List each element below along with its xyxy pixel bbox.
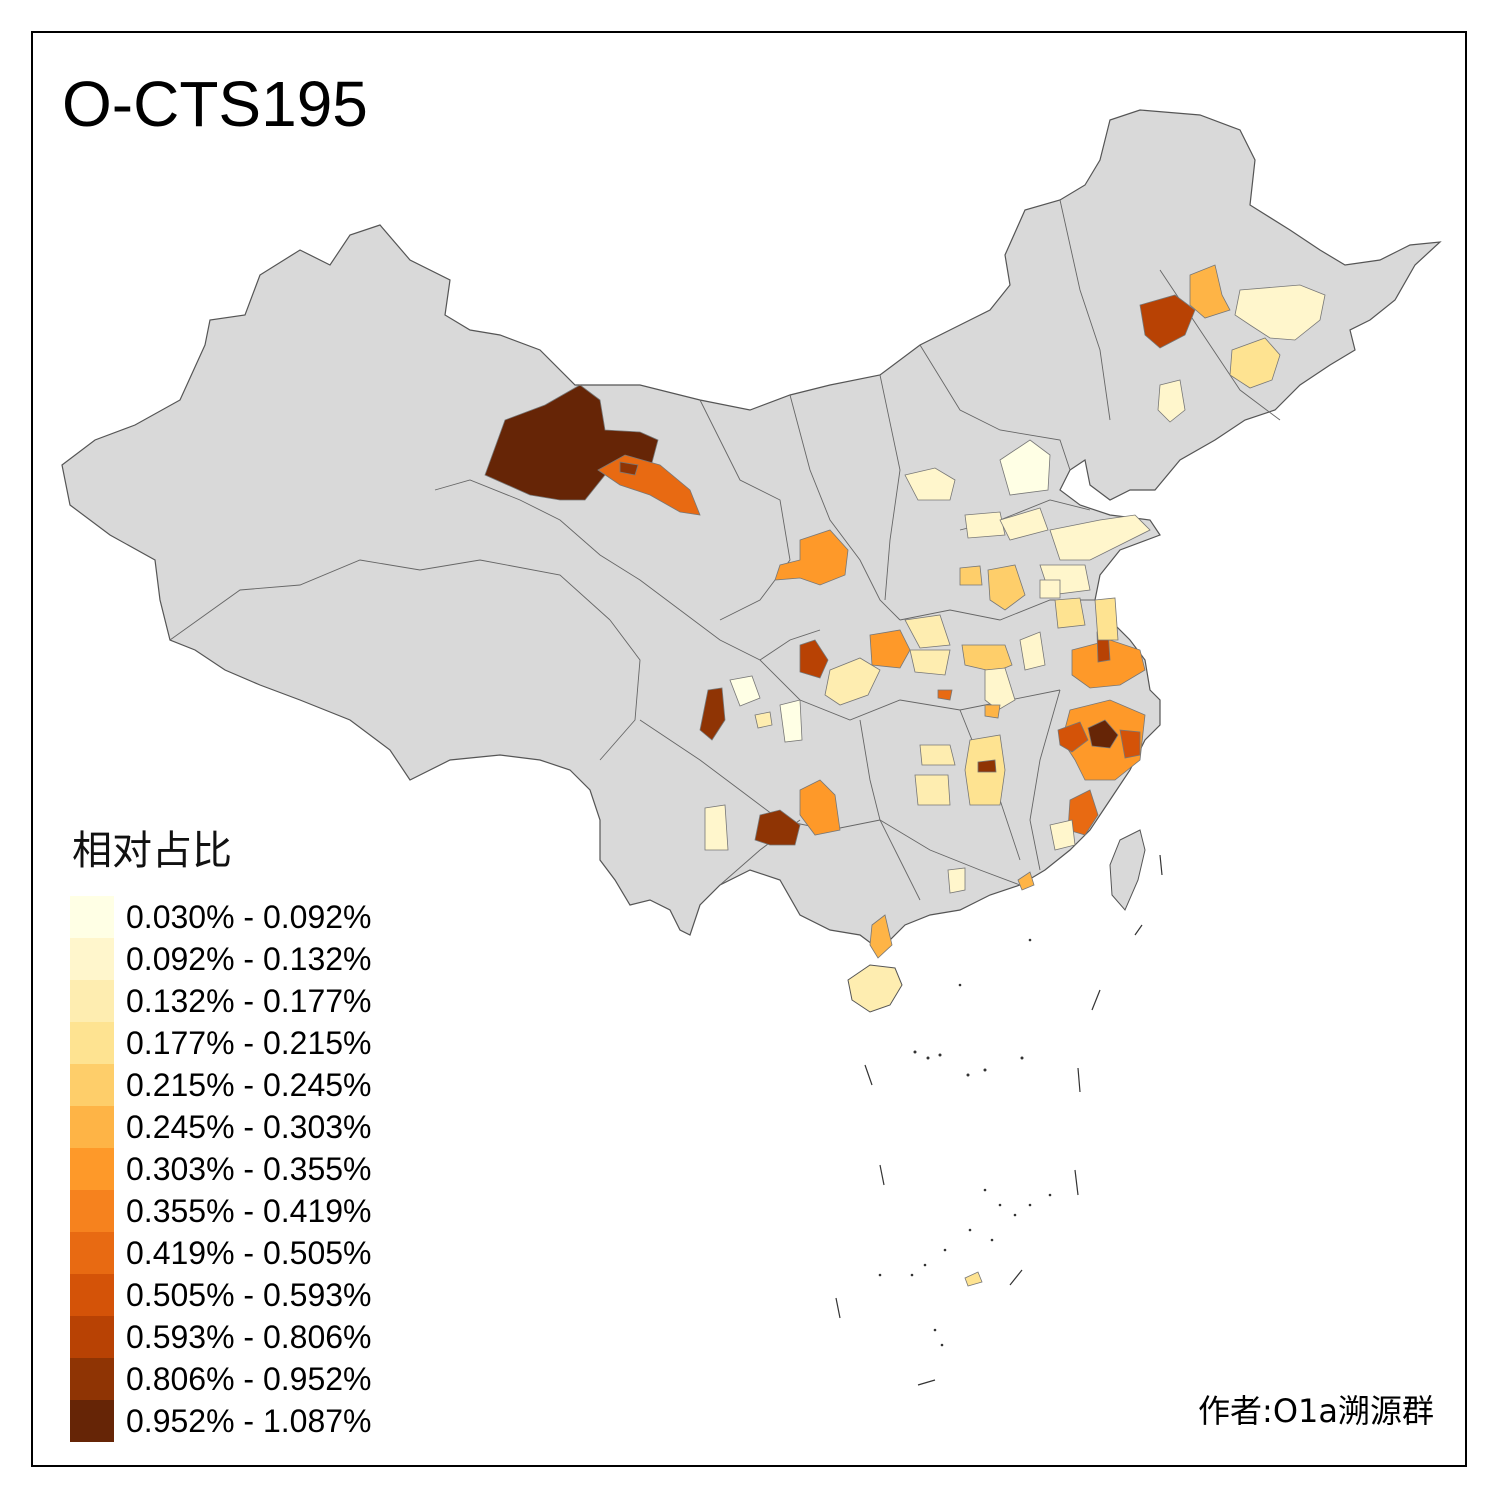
region-jiangsu-s <box>1071 639 1146 689</box>
region-guangdong-w <box>869 914 893 959</box>
region-guangdong-e <box>1017 871 1035 891</box>
region-shanxi <box>964 511 1006 539</box>
legend-row: 0.419% - 0.505% <box>70 1232 372 1274</box>
legend-swatch <box>70 980 114 1022</box>
region-guizhou-1 <box>799 779 841 836</box>
region-sichuan-s <box>779 699 803 743</box>
legend-row: 0.215% - 0.245% <box>70 1064 372 1106</box>
legend-row: 0.593% - 0.806% <box>70 1316 372 1358</box>
region-shandong-1 <box>1049 514 1151 561</box>
region-hebei-2 <box>999 507 1049 541</box>
region-shandong-w <box>987 564 1026 611</box>
legend: 相对占比 0.030% - 0.092% 0.092% - 0.132% 0.132… <box>70 818 372 1442</box>
legend-label: 0.245% - 0.303% <box>126 1108 372 1145</box>
region-gansu <box>774 529 849 586</box>
region-hubei-e <box>984 667 1016 711</box>
legend-label: 0.419% - 0.505% <box>126 1234 372 1271</box>
legend-swatch <box>70 1190 114 1232</box>
region-liaoning <box>1157 379 1186 423</box>
south-sea-lines <box>835 854 1163 1386</box>
legend-label: 0.355% - 0.419% <box>126 1192 372 1229</box>
legend-swatch <box>70 1022 114 1064</box>
region-heilongjiang-c <box>1189 264 1231 319</box>
legend-swatch <box>70 1232 114 1274</box>
legend-label: 0.593% - 0.806% <box>126 1318 372 1355</box>
legend-row: 0.030% - 0.092% <box>70 896 372 938</box>
region-sichuan-w <box>699 687 726 741</box>
region-jilin <box>1229 337 1281 389</box>
legend-row: 0.245% - 0.303% <box>70 1106 372 1148</box>
prefecture-fills <box>484 264 1326 1287</box>
legend-row: 0.303% - 0.355% <box>70 1148 372 1190</box>
legend-row: 0.177% - 0.215% <box>70 1022 372 1064</box>
region-henan-w <box>869 629 911 669</box>
region-sichuan-n <box>799 639 829 679</box>
region-hubei-spot <box>937 689 953 701</box>
region-fujian-s <box>1049 819 1076 851</box>
legend-label: 0.806% - 0.952% <box>126 1360 372 1397</box>
region-zhejiang-ring <box>1057 721 1089 753</box>
region-henan-1 <box>904 614 951 649</box>
region-xinjiang-spot <box>619 461 639 476</box>
author-credit: 作者:O1a溯源群 <box>1198 1392 1434 1430</box>
region-innermongolia <box>904 467 956 501</box>
legend-swatch <box>70 1400 114 1442</box>
region-guizhou-2 <box>754 809 801 846</box>
legend-row: 0.806% - 0.952% <box>70 1358 372 1400</box>
legend-swatch <box>70 1274 114 1316</box>
legend-row: 0.092% - 0.132% <box>70 938 372 980</box>
region-hebei-3 <box>1039 579 1061 599</box>
region-henan-n <box>959 565 983 586</box>
legend-swatch <box>70 1316 114 1358</box>
legend-title: 相对占比 <box>72 828 232 874</box>
region-jiangsu-n <box>1094 597 1119 641</box>
legend-swatch <box>70 1106 114 1148</box>
legend-label: 0.092% - 0.132% <box>126 940 372 977</box>
small-islands <box>878 938 1052 1347</box>
legend-row: 0.132% - 0.177% <box>70 980 372 1022</box>
legend-label: 0.030% - 0.092% <box>126 898 372 935</box>
legend-label: 0.177% - 0.215% <box>126 1024 372 1061</box>
region-jiangxi-spot <box>977 759 997 773</box>
region-hubei-spot2 <box>984 704 1001 719</box>
legend-row: 0.952% - 1.087% <box>70 1400 372 1442</box>
region-heilongjiang-w <box>1139 294 1196 349</box>
legend-label: 0.132% - 0.177% <box>126 982 372 1019</box>
legend-row: 0.505% - 0.593% <box>70 1274 372 1316</box>
region-hunan-1 <box>919 744 956 766</box>
legend-swatch <box>70 896 114 938</box>
hainan-island <box>847 964 903 1013</box>
legend-swatch <box>70 1358 114 1400</box>
region-chongqing-spot <box>754 711 773 729</box>
region-island-spot <box>964 1271 983 1287</box>
map-title: O-CTS195 <box>62 68 368 140</box>
legend-label: 0.303% - 0.355% <box>126 1150 372 1187</box>
legend-label: 0.215% - 0.245% <box>126 1066 372 1103</box>
region-zhejiang-ring2 <box>1119 729 1141 759</box>
region-heilongjiang-e <box>1234 284 1326 341</box>
region-henan-2 <box>909 649 951 676</box>
legend-swatch <box>70 1064 114 1106</box>
legend-rows: 0.030% - 0.092% 0.092% - 0.132% 0.132% - 0… <box>70 896 372 1442</box>
map-frame <box>31 31 1467 1467</box>
legend-label: 0.952% - 1.087% <box>126 1402 372 1439</box>
region-yunnan-w <box>704 804 729 851</box>
region-sichuan-mid <box>729 675 761 707</box>
taiwan-island <box>1109 829 1146 911</box>
region-anhui-2 <box>1054 597 1086 629</box>
region-shaanxi <box>824 657 881 706</box>
region-anhui-1 <box>1019 631 1046 671</box>
legend-label: 0.505% - 0.593% <box>126 1276 372 1313</box>
legend-swatch <box>70 1148 114 1190</box>
region-guangxi <box>947 867 966 894</box>
legend-swatch <box>70 938 114 980</box>
legend-row: 0.355% - 0.419% <box>70 1190 372 1232</box>
region-hebei-1 <box>999 439 1051 496</box>
region-hunan-2 <box>914 774 951 806</box>
region-zhejiang-core <box>1087 719 1119 749</box>
